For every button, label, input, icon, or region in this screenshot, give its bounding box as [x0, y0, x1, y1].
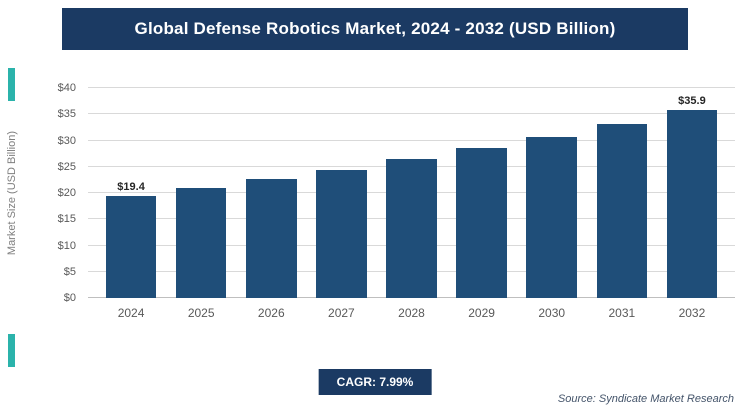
bar-2031	[596, 124, 648, 298]
bar-2027	[316, 169, 367, 298]
gridline	[88, 113, 735, 115]
bar-slot-2028	[376, 88, 446, 298]
x-tick-label: 2025	[187, 306, 215, 320]
gridline	[88, 87, 735, 88]
y-tick-label: $40	[57, 82, 76, 94]
y-tick-label: $35	[57, 108, 76, 121]
x-tick-label: 2027	[328, 306, 355, 320]
y-tick-label: $20	[57, 187, 76, 199]
x-tick-label: 2032	[678, 306, 706, 320]
y-tick-label: $10	[57, 239, 76, 252]
y-axis-title-text: Market Size (USD Billion)	[6, 130, 18, 256]
bar-2025	[175, 188, 227, 298]
bar-slot-2032: $35.9	[657, 88, 727, 298]
bar-series: $19.4 $35.9	[88, 88, 735, 298]
bar-slot-2025	[166, 88, 236, 298]
bar-slot-2027	[306, 88, 376, 298]
bar-value-label: $19.4	[117, 181, 145, 194]
chart-title: Global Defense Robotics Market, 2024 - 2…	[134, 19, 616, 38]
gridline	[88, 139, 735, 141]
y-tick-label: $25	[57, 160, 76, 173]
x-tick-label: 2029	[468, 306, 495, 320]
x-tick-label: 2026	[257, 306, 285, 320]
bar-slot-2026	[236, 88, 306, 298]
x-tick-label: 2030	[538, 306, 566, 320]
y-tick-label: $0	[63, 292, 76, 304]
accent-bar-bottom	[8, 334, 15, 367]
bar-slot-2031	[587, 88, 657, 298]
bar-slot-2030	[517, 88, 587, 298]
accent-bar-top	[8, 68, 15, 101]
x-axis-labels: 2024 2025 2026 2027 2028 2029 2030 2031 2032	[88, 306, 735, 320]
y-tick-label: $5	[63, 265, 76, 278]
x-tick-label: 2028	[398, 306, 425, 320]
chart-title-bar: Global Defense Robotics Market, 2024 - 2…	[62, 8, 688, 50]
y-tick-label: $15	[57, 213, 76, 226]
source-text: Source: Syndicate Market Research	[557, 393, 734, 405]
bar-2032	[666, 109, 718, 298]
plot-area: $19.4 $35.9	[88, 87, 735, 298]
bar-2026	[246, 179, 297, 298]
bar-slot-2029	[447, 88, 517, 298]
bar-2030	[526, 136, 577, 298]
cagr-badge: CAGR: 7.99%	[318, 369, 432, 395]
bar-value-label: $35.9	[678, 94, 706, 107]
bar-2024	[105, 196, 157, 298]
bar-slot-2024: $19.4	[96, 88, 166, 298]
x-tick-label: 2024	[117, 306, 145, 320]
bar-2028	[386, 159, 437, 298]
bar-2029	[456, 148, 507, 298]
y-axis-title: Market Size (USD Billion)	[6, 88, 18, 298]
x-tick-label: 2031	[608, 306, 636, 320]
y-tick-label: $30	[57, 134, 76, 147]
y-axis-ticks: $0 $5 $10 $15 $20 $25 $30 $35 $40	[34, 82, 82, 304]
